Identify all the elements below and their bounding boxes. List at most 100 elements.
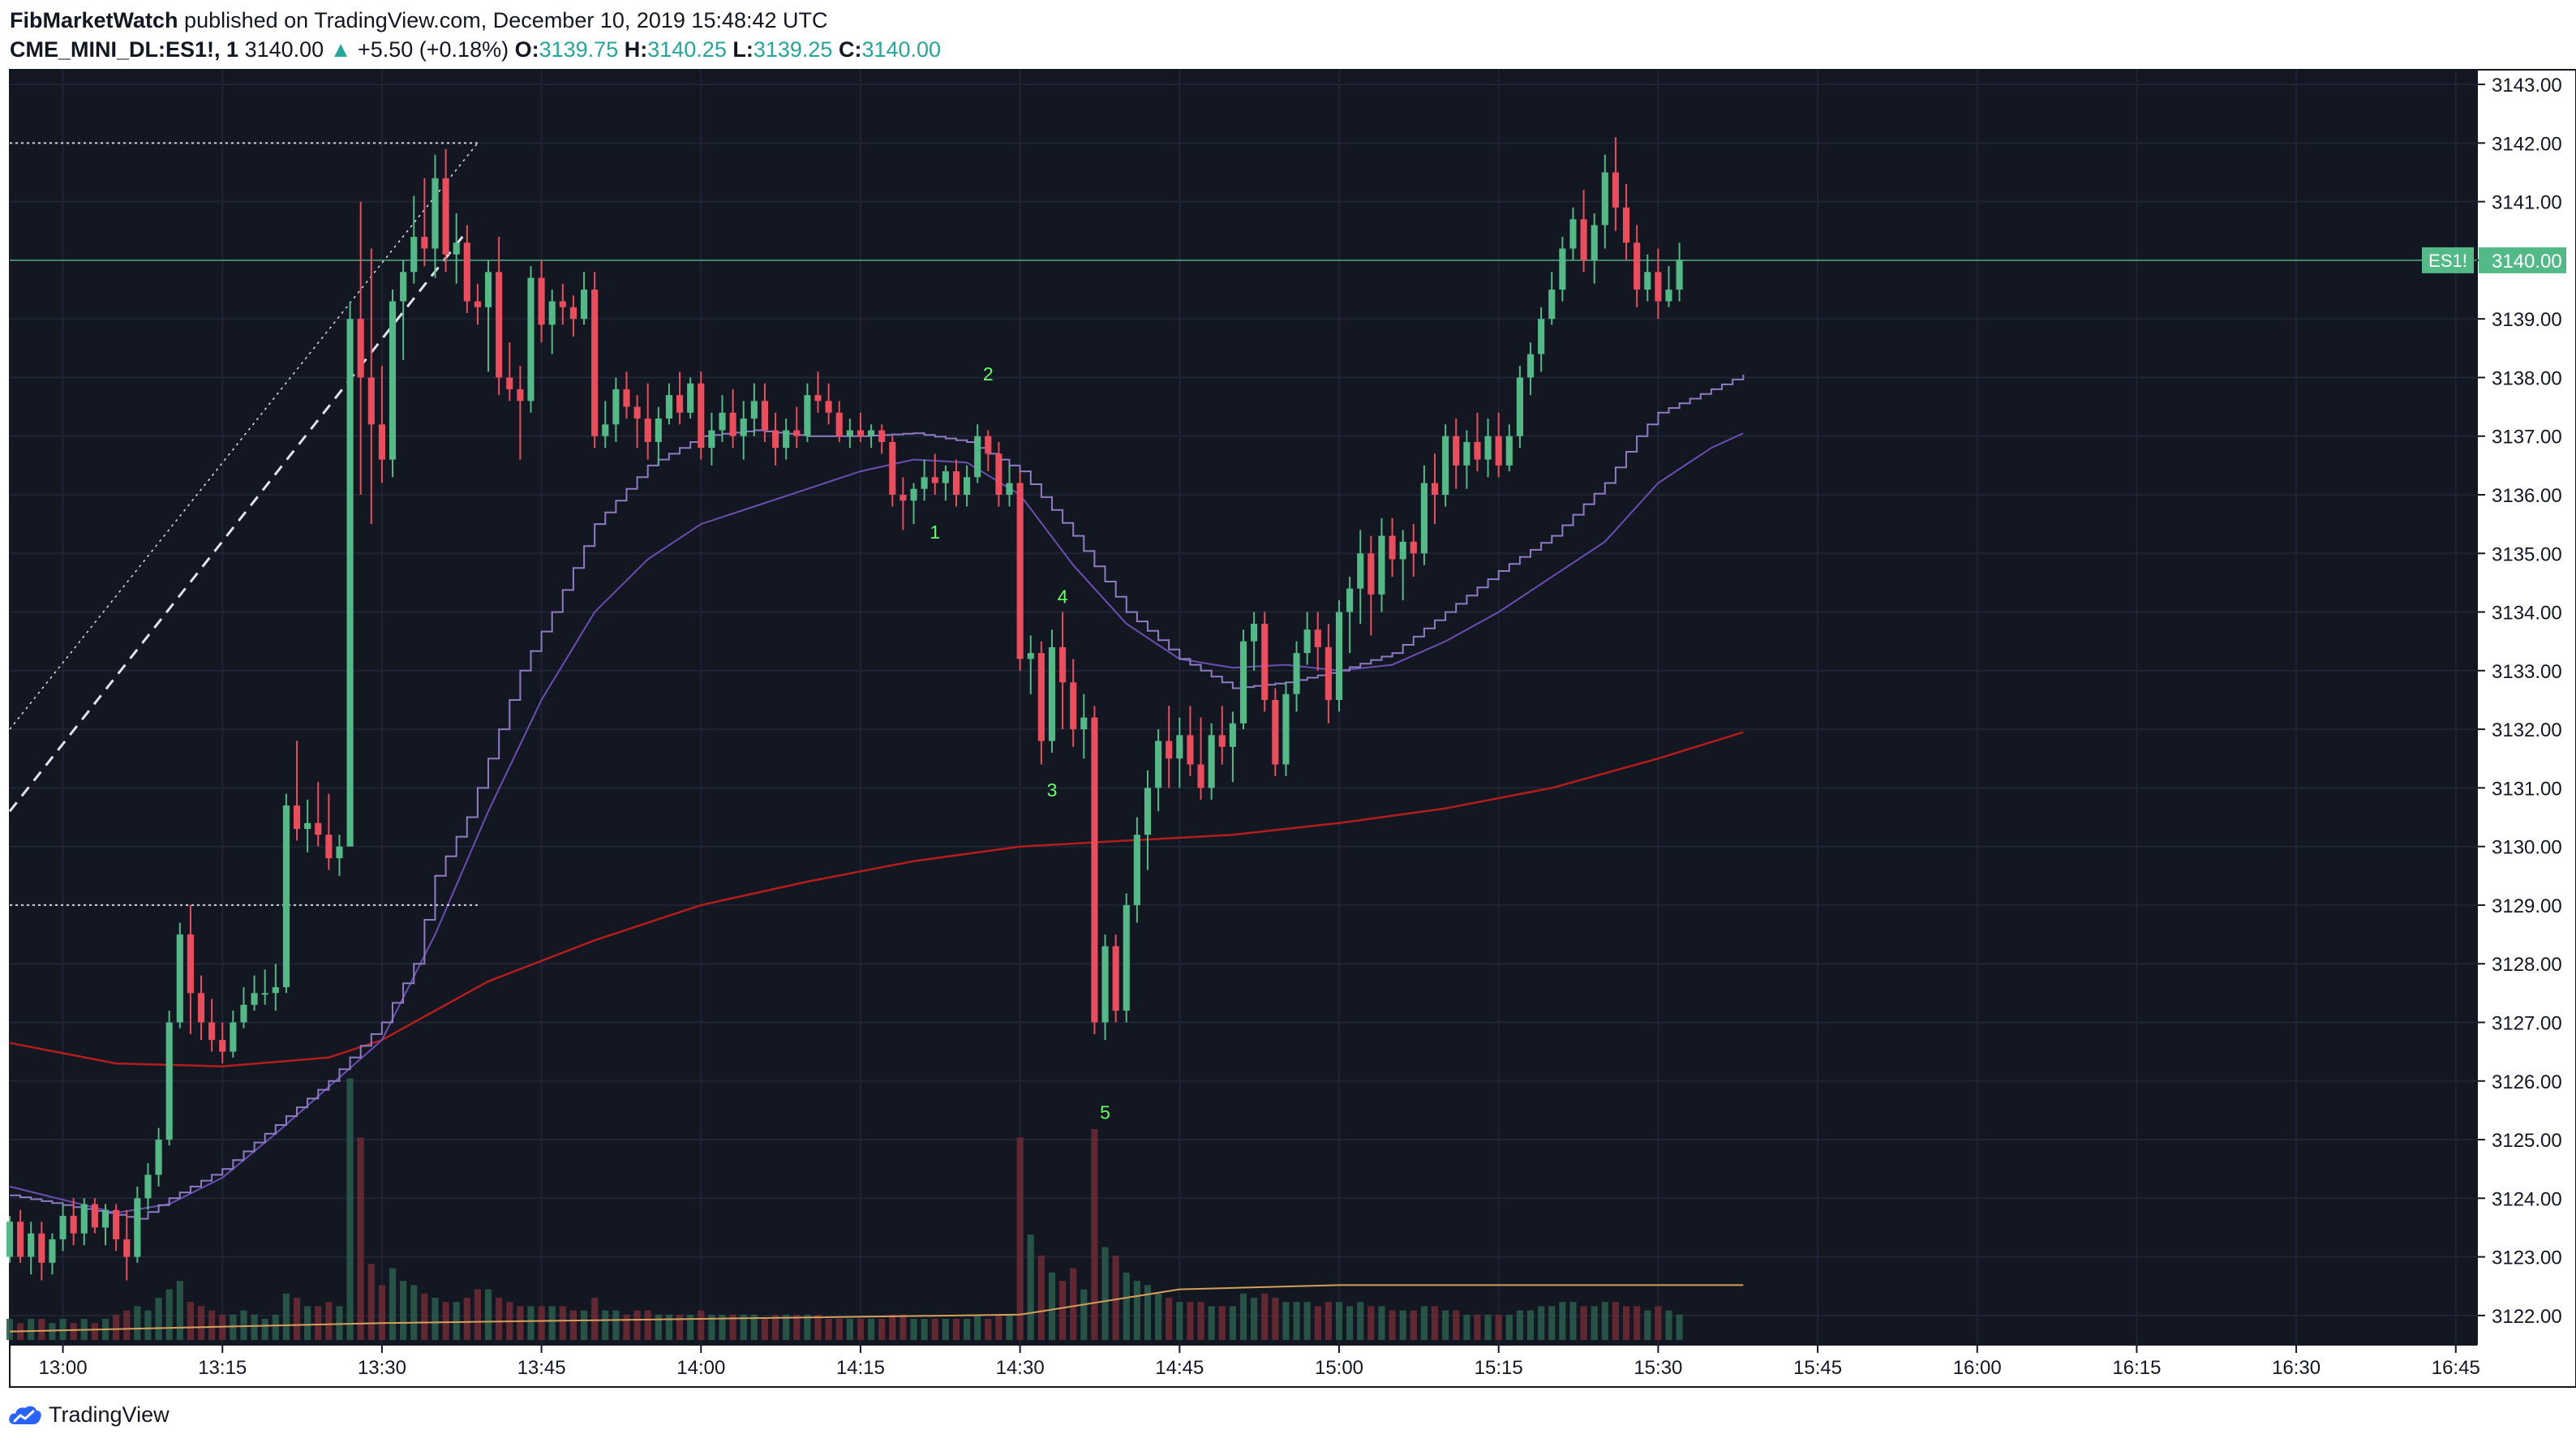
volume-bar <box>1261 1293 1269 1340</box>
volume-bar <box>1303 1302 1311 1340</box>
candle-body <box>1420 483 1428 554</box>
volume-bar <box>676 1314 684 1340</box>
candle-body <box>474 301 481 307</box>
time-axis[interactable] <box>10 1345 2477 1387</box>
volume-bar <box>985 1319 992 1340</box>
volume-bar <box>1505 1314 1513 1340</box>
volume-bar <box>38 1319 45 1340</box>
candle-body <box>442 178 449 255</box>
trend-line <box>8 230 468 813</box>
candle-body <box>389 301 397 460</box>
candle-body <box>1261 624 1269 700</box>
candle-body <box>1484 436 1492 460</box>
volume-bar <box>1495 1314 1502 1340</box>
volume-bar <box>59 1319 67 1340</box>
volume-bar <box>825 1319 832 1340</box>
high-label: H: <box>624 37 648 62</box>
volume-bar <box>942 1319 949 1340</box>
candle-body <box>846 430 853 436</box>
candle-body <box>282 805 290 988</box>
volume-bar <box>1484 1314 1492 1340</box>
y-tick-label: 3131.00 <box>2492 778 2562 800</box>
close-label: C: <box>838 37 862 62</box>
y-tick-label: 3132.00 <box>2492 719 2562 741</box>
tradingview-brand[interactable]: TradingView <box>49 1402 170 1427</box>
symbol-name[interactable]: CME_MINI_DL:ES1!, 1 <box>10 37 239 62</box>
candle-body <box>70 1215 77 1234</box>
volume-bar <box>1526 1310 1535 1340</box>
volume-bar <box>240 1310 247 1340</box>
candle-body <box>251 993 258 1005</box>
volume-bar <box>1251 1298 1258 1340</box>
candle-body <box>1101 946 1109 1023</box>
candle-body <box>453 243 460 255</box>
volume-bar <box>995 1314 1002 1340</box>
y-tick-label: 3128.00 <box>2492 954 2562 976</box>
candle-body <box>1133 835 1140 905</box>
volume-bar <box>442 1302 449 1340</box>
candle-body <box>176 934 183 1023</box>
volume-bar <box>1655 1306 1662 1340</box>
wave-label: 5 <box>1100 1102 1110 1123</box>
candle-body <box>1251 624 1258 642</box>
volume-bar <box>484 1289 492 1340</box>
volume-bar <box>1442 1310 1449 1340</box>
volume-bar <box>187 1302 194 1340</box>
candle-body <box>134 1198 141 1257</box>
candle-body <box>38 1233 45 1263</box>
candle-body <box>101 1209 109 1228</box>
candle-body <box>506 377 513 389</box>
candle-body <box>1176 735 1183 759</box>
author-name[interactable]: FibMarketWatch <box>10 8 178 32</box>
volume-bar <box>208 1310 216 1340</box>
candle-body <box>1016 483 1024 659</box>
candle-body <box>1453 436 1460 466</box>
volume-bar <box>814 1314 822 1340</box>
candle-body <box>463 243 470 302</box>
candle-body <box>421 236 428 249</box>
volume-bar <box>197 1306 205 1340</box>
volume-bar <box>1357 1302 1364 1340</box>
tradingview-cloud-logo-icon[interactable] <box>8 1403 42 1426</box>
candle-body <box>144 1174 152 1199</box>
volume-bar <box>1239 1293 1247 1340</box>
candle-body <box>740 419 747 436</box>
volume-bar <box>421 1293 428 1340</box>
candle-body <box>1463 441 1470 466</box>
low-label: L: <box>732 37 753 62</box>
volume-bar <box>1112 1256 1119 1340</box>
candle-body <box>1123 904 1130 1011</box>
candle-body <box>80 1204 88 1234</box>
volume-bar <box>357 1137 364 1340</box>
x-tick-label: 13:30 <box>358 1357 406 1379</box>
volume-bar <box>1644 1310 1651 1340</box>
candle-body <box>1239 641 1247 724</box>
candle-body <box>517 389 524 401</box>
volume-bar <box>868 1319 875 1340</box>
volume-bar <box>1176 1302 1183 1340</box>
x-tick-label: 15:15 <box>1475 1357 1523 1379</box>
volume-bar <box>729 1314 736 1340</box>
ma-long-line <box>9 731 1744 1067</box>
x-tick-label: 16:15 <box>2112 1357 2161 1379</box>
candle-body <box>633 406 641 419</box>
price-axis[interactable] <box>2477 70 2576 1345</box>
candle-body <box>1218 735 1226 747</box>
volume-bar <box>70 1323 77 1340</box>
volume-bar <box>144 1310 152 1340</box>
volume-bar <box>1208 1306 1215 1340</box>
y-tick-label: 3135.00 <box>2492 543 2562 565</box>
candle-body <box>910 488 917 501</box>
volume-bar <box>1346 1306 1354 1340</box>
volume-bar <box>931 1319 938 1340</box>
wave-label: 4 <box>1058 586 1068 608</box>
candle-body <box>1037 653 1045 741</box>
candle-body <box>1059 646 1067 683</box>
wave-label: 3 <box>1047 779 1058 801</box>
volume-bar <box>1559 1302 1566 1340</box>
candle-body <box>1155 741 1162 788</box>
y-tick-label: 3143.00 <box>2492 75 2562 97</box>
candle-body <box>113 1209 120 1239</box>
volume-bar <box>1538 1306 1545 1340</box>
